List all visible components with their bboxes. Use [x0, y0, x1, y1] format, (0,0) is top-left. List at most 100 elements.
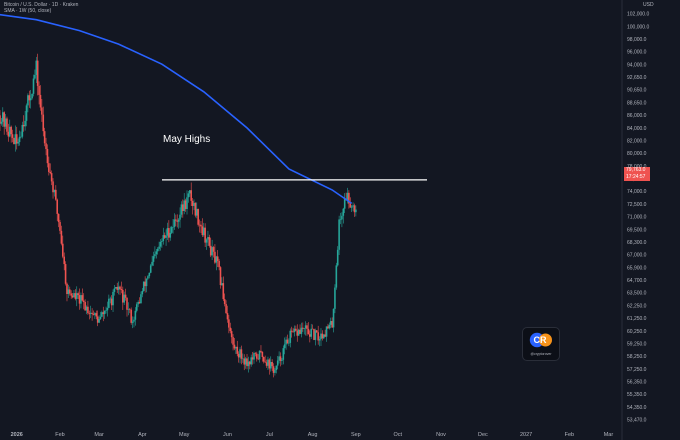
- candle-body: [328, 324, 331, 329]
- last-price-badge: 79,763.0 17:24:57: [624, 167, 650, 181]
- last-price-value: 79,763.0: [626, 167, 646, 173]
- candle-body: [20, 136, 22, 138]
- candle-body: [102, 312, 105, 315]
- candle-body: [314, 330, 317, 340]
- candle-body: [52, 181, 54, 193]
- candle-body: [158, 246, 160, 249]
- candle-body: [141, 290, 144, 295]
- candle-body: [232, 337, 234, 345]
- candle-body: [272, 366, 275, 373]
- svg-text:CR: CR: [534, 335, 547, 345]
- candle-body: [249, 361, 251, 365]
- candle-body: [56, 199, 59, 214]
- candle-body: [322, 334, 325, 339]
- price-tick-label: 102,000.0: [627, 12, 649, 18]
- candle-body: [255, 353, 258, 359]
- price-tick-label: 100,000.0: [627, 24, 649, 30]
- candle-body: [36, 60, 39, 86]
- candle-body: [264, 361, 266, 363]
- candle-body: [247, 361, 250, 367]
- price-axis[interactable]: 102,000.0 100,000.0 98,000.0 96,000.0 94,000…: [627, 12, 649, 424]
- candle-body: [116, 287, 119, 290]
- candle-body: [310, 328, 313, 337]
- sma-line: [0, 13, 353, 205]
- candle-body: [49, 171, 52, 174]
- candle-body: [46, 149, 49, 164]
- candle-body: [230, 331, 233, 338]
- candle-body: [137, 301, 139, 305]
- candle-body: [302, 327, 304, 329]
- candle-body: [77, 293, 79, 296]
- candle-body: [317, 332, 319, 341]
- time-tick-label: Nov: [436, 432, 446, 438]
- candle-body: [32, 78, 35, 94]
- candle-body: [202, 227, 205, 236]
- candle-body: [110, 298, 113, 306]
- candle-body: [304, 325, 307, 329]
- time-tick-label: Apr: [138, 432, 147, 438]
- candle-body: [315, 330, 318, 333]
- candle-body: [85, 306, 88, 311]
- candle-body: [219, 267, 222, 286]
- candle-body: [103, 310, 106, 315]
- candle-body: [95, 313, 98, 317]
- time-axis[interactable]: 2026 Feb Mar Apr May Jun Jul Aug Sep Oct Nov Dec 202…: [11, 432, 614, 438]
- candle-body: [334, 287, 336, 309]
- price-tick-label: 60,250.0: [627, 329, 647, 335]
- candle-body: [338, 219, 340, 250]
- candle-body: [156, 248, 159, 252]
- candle-body: [349, 203, 352, 208]
- candle-body: [55, 189, 57, 200]
- candle-body: [297, 329, 300, 336]
- candle-body: [145, 278, 148, 287]
- candle-body: [186, 197, 188, 209]
- price-tick-label: 90,650.0: [627, 88, 647, 94]
- candle-body: [343, 198, 346, 209]
- candle-body: [119, 286, 121, 289]
- time-tick-label: 2026: [11, 432, 23, 438]
- candle-body: [168, 228, 170, 238]
- time-tick-label: Jun: [223, 432, 232, 438]
- candle-body: [122, 289, 124, 303]
- candle-body: [27, 95, 29, 106]
- candle-body: [48, 163, 50, 172]
- candle-body: [169, 232, 172, 238]
- candle-body: [290, 330, 293, 332]
- candle-body: [70, 293, 72, 296]
- candle-body: [342, 208, 345, 216]
- candle-body: [21, 124, 24, 137]
- candle-body: [271, 361, 273, 367]
- candle-body: [148, 272, 151, 277]
- candle-body: [1, 112, 4, 122]
- candle-body: [73, 293, 75, 298]
- candle-body: [98, 318, 100, 323]
- candle-body: [29, 98, 32, 101]
- time-tick-label: Mar: [604, 432, 614, 438]
- candle-body: [353, 205, 356, 213]
- candle-body: [191, 200, 194, 206]
- candle-body: [130, 309, 132, 323]
- candle-body: [183, 200, 186, 212]
- time-tick-label: Mar: [94, 432, 104, 438]
- candle-body: [201, 226, 204, 236]
- candle-body: [92, 313, 95, 315]
- candle-body: [303, 328, 306, 330]
- candle-body: [268, 359, 271, 369]
- candle-body: [318, 339, 321, 341]
- candle-body: [166, 228, 169, 236]
- candle-body: [25, 105, 28, 121]
- candle-body: [265, 362, 268, 366]
- candle-body: [4, 118, 7, 127]
- candle-body: [96, 316, 99, 323]
- candle-body: [147, 276, 149, 279]
- symbol-title: Bitcoin / U.S. Dollar · 1D · Kraken: [4, 2, 79, 8]
- candle-body: [43, 131, 46, 144]
- candle-body: [66, 283, 68, 294]
- time-tick-label: Dec: [478, 432, 488, 438]
- candle-body: [205, 239, 208, 243]
- candle-body: [269, 361, 272, 369]
- price-tick-label: 72,500.0: [627, 202, 647, 208]
- candle-body: [68, 289, 71, 294]
- cr-logo-icon: CR: [529, 332, 552, 348]
